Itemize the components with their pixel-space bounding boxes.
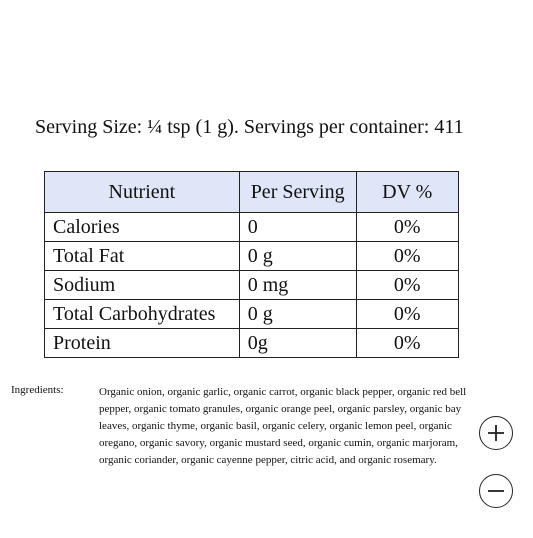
serving-size-line: Serving Size: ¼ tsp (1 g). Servings per … xyxy=(35,116,464,138)
nutrient-cell: Calories xyxy=(44,212,240,242)
dv-cell: 0% xyxy=(355,241,460,271)
nutrient-cell: Protein xyxy=(44,328,240,358)
column-header-dv: DV % xyxy=(355,171,460,213)
nutrition-table: Nutrient Per Serving DV % Calories 0 0% … xyxy=(44,171,460,358)
column-header-nutrient: Nutrient xyxy=(44,171,240,213)
dv-cell: 0% xyxy=(355,299,460,329)
ingredients-text: Organic onion, organic garlic, organic c… xyxy=(99,386,467,466)
nutrient-cell: Total Carbohydrates xyxy=(44,299,240,329)
nutrient-cell: Sodium xyxy=(44,270,240,300)
zoom-in-button[interactable] xyxy=(479,416,513,450)
per-serving-cell: 0 g xyxy=(238,241,357,271)
plus-icon xyxy=(488,425,504,441)
ingredients-label: Ingredients: xyxy=(11,384,64,396)
per-serving-cell: 0 xyxy=(238,212,357,242)
minus-icon xyxy=(488,490,504,492)
dv-cell: 0% xyxy=(355,328,460,358)
table-row: Calories 0 0% xyxy=(44,212,460,242)
column-header-per-serving: Per Serving xyxy=(238,171,357,213)
table-header-row: Nutrient Per Serving DV % xyxy=(44,171,460,213)
table-row: Total Fat 0 g 0% xyxy=(44,241,460,271)
dv-cell: 0% xyxy=(355,270,460,300)
per-serving-cell: 0 mg xyxy=(238,270,357,300)
table-row: Total Carbohydrates 0 g 0% xyxy=(44,299,460,329)
table-row: Sodium 0 mg 0% xyxy=(44,270,460,300)
per-serving-cell: 0g xyxy=(238,328,357,358)
zoom-out-button[interactable] xyxy=(479,474,513,508)
table-row: Protein 0g 0% xyxy=(44,328,460,358)
dv-cell: 0% xyxy=(355,212,460,242)
per-serving-cell: 0 g xyxy=(238,299,357,329)
nutrient-cell: Total Fat xyxy=(44,241,240,271)
